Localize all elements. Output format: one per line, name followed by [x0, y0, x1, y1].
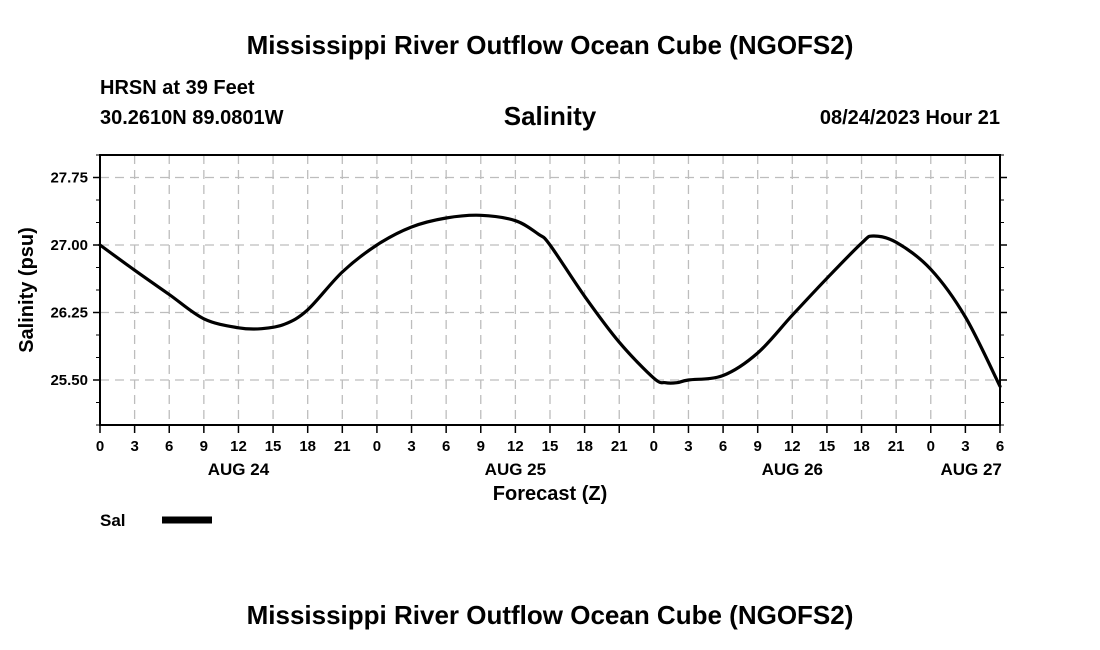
y-axis-label: Salinity (psu)	[16, 227, 38, 353]
x-tick-label: 21	[888, 438, 905, 455]
grid-layer	[100, 155, 1000, 425]
station-coords: 30.2610N 89.0801W	[100, 107, 284, 129]
x-tick-label: 18	[853, 438, 870, 455]
x-tick-label: 0	[373, 438, 381, 455]
x-tick-label: 9	[477, 438, 485, 455]
forecast-timestamp: 08/24/2023 Hour 21	[819, 107, 1000, 129]
x-tick-label: 15	[819, 438, 836, 455]
series-line-salinity	[98, 213, 1002, 388]
y-tick-label: 27.00	[50, 237, 88, 254]
x-tick-label: 15	[265, 438, 282, 455]
date-label: AUG 24	[208, 460, 270, 479]
y-tick-label: 27.75	[50, 170, 88, 187]
x-tick-label: 9	[200, 438, 208, 455]
footer-title: Mississippi River Outflow Ocean Cube (NG…	[246, 600, 854, 630]
x-tick-label: 0	[927, 438, 935, 455]
station-name: HRSN at 39 Feet	[100, 77, 255, 99]
date-label: AUG 25	[485, 460, 546, 479]
series-layer	[98, 213, 1002, 388]
y-tick-label: 26.25	[50, 305, 88, 322]
x-tick-label: 6	[996, 438, 1004, 455]
x-tick-label: 12	[784, 438, 801, 455]
x-tick-label: 21	[334, 438, 351, 455]
x-tick-label: 12	[230, 438, 247, 455]
x-tick-label: 9	[754, 438, 762, 455]
x-tick-label: 6	[442, 438, 450, 455]
x-tick-label: 6	[165, 438, 173, 455]
x-tick-label: 6	[719, 438, 727, 455]
x-tick-label: 18	[576, 438, 593, 455]
x-axis-label: Forecast (Z)	[493, 483, 607, 505]
date-label: AUG 27	[940, 460, 1001, 479]
x-tick-label: 21	[611, 438, 628, 455]
chart-title: Salinity	[503, 101, 597, 131]
legend-label: Sal	[100, 511, 126, 530]
x-tick-label: 3	[684, 438, 692, 455]
x-tick-label: 3	[407, 438, 415, 455]
x-tick-label: 15	[542, 438, 559, 455]
x-tick-label: 3	[961, 438, 969, 455]
x-tick-label: 3	[130, 438, 138, 455]
label-layer: 0 3 6 9 12 15 18 21 0 3 6 9 12 15 18 21 0 3 6 9 12 15 18 21 0 3 6 2…	[50, 170, 1004, 480]
x-tick-label: 12	[507, 438, 524, 455]
tick-layer	[93, 154, 1007, 433]
x-tick-label: 0	[96, 438, 104, 455]
date-label: AUG 26	[762, 460, 823, 479]
y-tick-label: 25.50	[50, 372, 88, 389]
x-tick-label: 18	[299, 438, 316, 455]
page-title: Mississippi River Outflow Ocean Cube (NG…	[246, 30, 854, 60]
x-tick-label: 0	[650, 438, 658, 455]
